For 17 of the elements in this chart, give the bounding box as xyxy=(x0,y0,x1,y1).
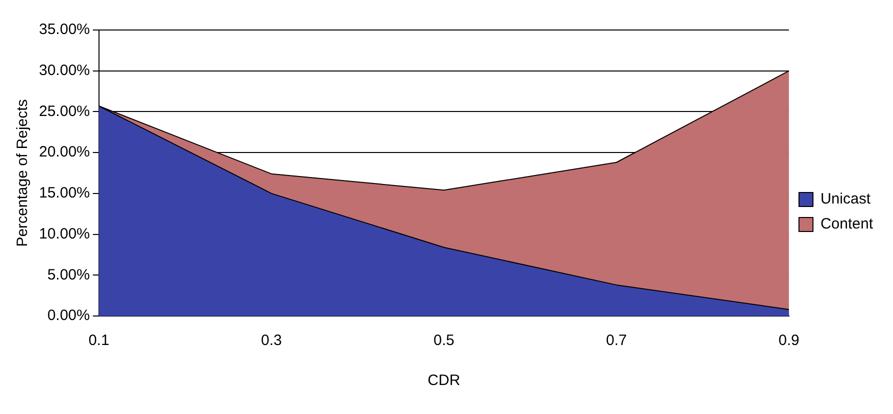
x-tick-label: 0.1 xyxy=(88,332,110,350)
y-tick-label: 20.00% xyxy=(39,144,90,161)
legend-label: Content xyxy=(820,216,874,233)
y-tick-label: 0.00% xyxy=(47,307,90,324)
y-tick-label: 35.00% xyxy=(39,21,90,38)
legend-label: Unicast xyxy=(820,190,872,208)
y-tick-label: 30.00% xyxy=(39,62,90,79)
x-tick-label: 0.7 xyxy=(606,332,627,350)
y-tick-label: 10.00% xyxy=(39,225,90,242)
x-tick-label: 0.5 xyxy=(433,332,454,350)
x-tick-label: 0.9 xyxy=(778,332,800,350)
x-tick-label: 0.3 xyxy=(260,332,282,350)
y-tick-label: 5.00% xyxy=(47,266,90,284)
y-tick-label: 25.00% xyxy=(39,102,90,120)
y-axis-title: Percentage of Rejects xyxy=(14,99,32,247)
y-tick-label: 15.00% xyxy=(39,184,90,202)
x-axis-title: CDR xyxy=(428,372,460,390)
